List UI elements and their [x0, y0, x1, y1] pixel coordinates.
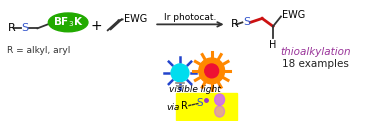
- Ellipse shape: [48, 13, 88, 32]
- Circle shape: [205, 64, 218, 78]
- Bar: [176, 93, 237, 120]
- Text: BF$_3$K: BF$_3$K: [53, 15, 83, 29]
- Text: via: via: [166, 103, 180, 112]
- Ellipse shape: [215, 106, 225, 117]
- Text: +: +: [90, 19, 102, 33]
- Text: visible light: visible light: [169, 85, 221, 94]
- Text: S: S: [197, 98, 203, 108]
- Ellipse shape: [215, 94, 225, 105]
- Text: thioalkylation: thioalkylation: [280, 47, 351, 57]
- Text: 18 examples: 18 examples: [282, 59, 349, 69]
- Text: R: R: [181, 101, 187, 111]
- Text: H: H: [270, 40, 277, 50]
- Text: R: R: [8, 23, 15, 33]
- Circle shape: [171, 64, 189, 82]
- Text: Ir photocat.: Ir photocat.: [164, 13, 217, 22]
- Text: R = alkyl, aryl: R = alkyl, aryl: [7, 46, 70, 55]
- Text: S: S: [243, 17, 251, 27]
- Text: R: R: [231, 19, 238, 29]
- Text: EWG: EWG: [282, 10, 305, 20]
- Text: S: S: [22, 23, 29, 33]
- Circle shape: [199, 58, 225, 84]
- Text: EWG: EWG: [124, 14, 147, 24]
